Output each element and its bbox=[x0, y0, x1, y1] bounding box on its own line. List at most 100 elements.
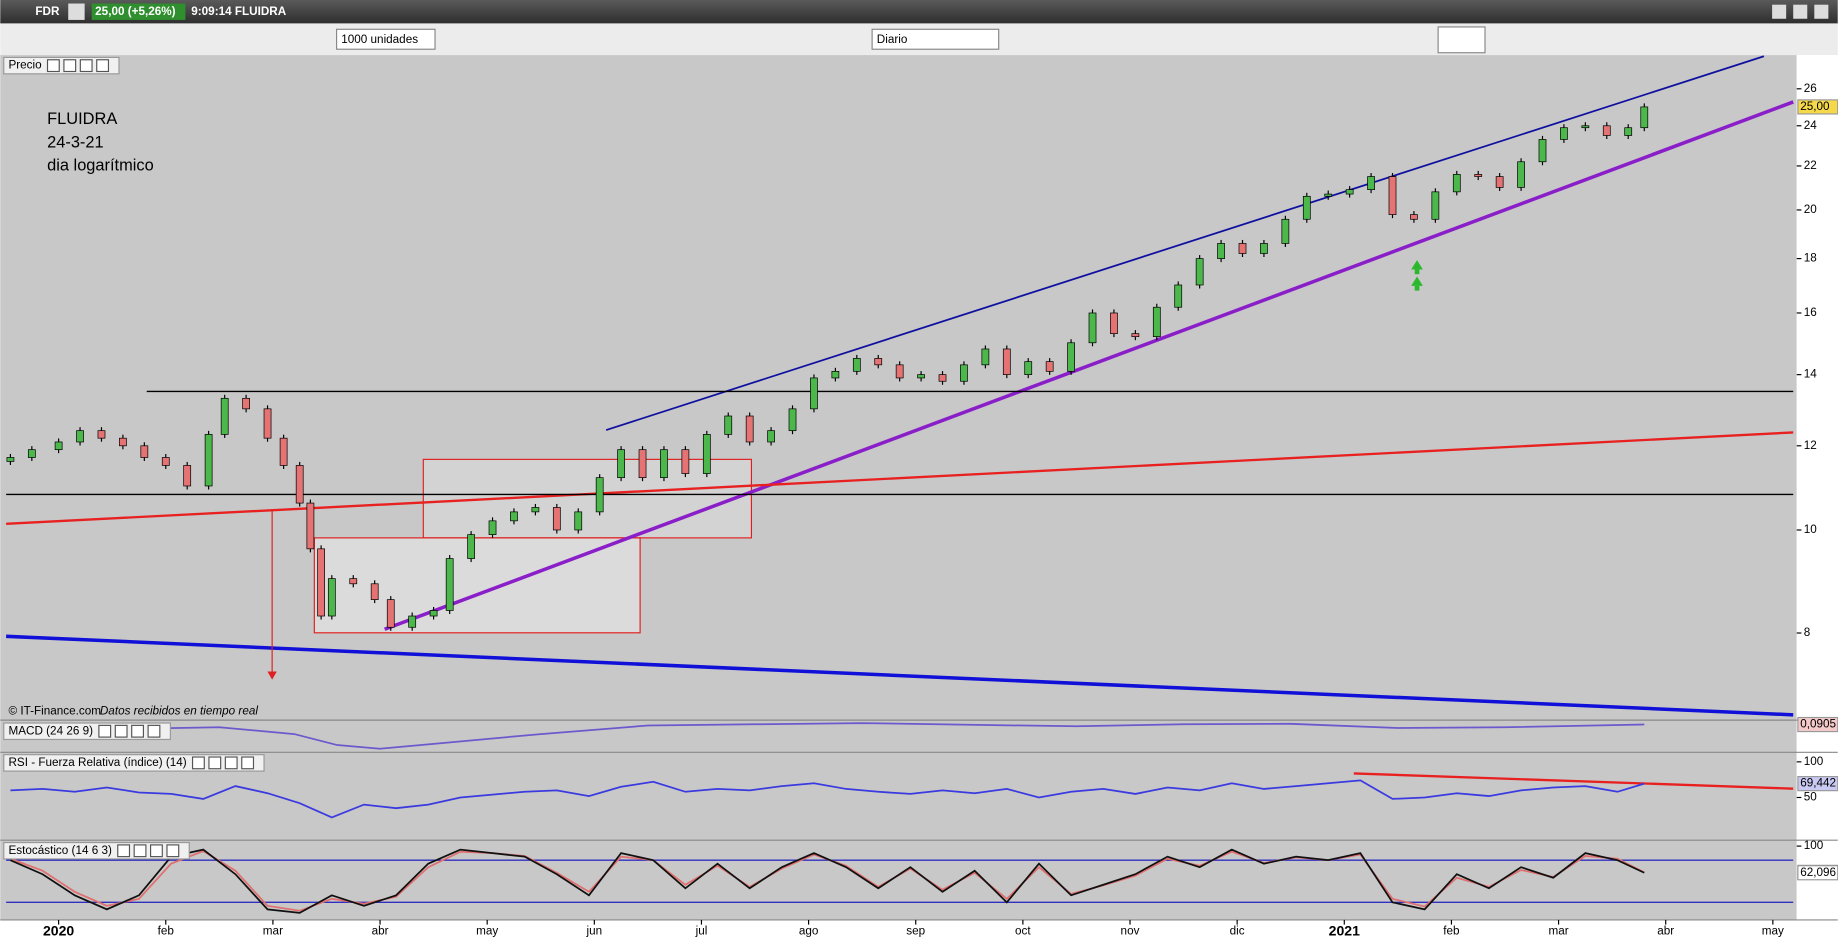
candle bbox=[27, 449, 36, 458]
candle bbox=[1345, 189, 1354, 195]
pane-title: MACD (24 26 9) bbox=[8, 724, 93, 737]
candle bbox=[1024, 361, 1033, 375]
x-tick-label: mar bbox=[1548, 925, 1568, 938]
pane-button[interactable] bbox=[191, 756, 205, 770]
x-tick-label: sep bbox=[906, 925, 925, 938]
x-tick-label: mar bbox=[263, 925, 283, 938]
candle bbox=[1260, 243, 1268, 254]
candle bbox=[510, 511, 518, 522]
pane-button[interactable] bbox=[208, 756, 222, 770]
candle bbox=[681, 449, 690, 474]
pane-header bbox=[3, 722, 171, 741]
series-line bbox=[10, 722, 1645, 750]
candle bbox=[370, 583, 379, 600]
candle bbox=[279, 437, 288, 466]
candle bbox=[1640, 106, 1649, 129]
candle bbox=[595, 477, 604, 513]
y-tick-label: 100 bbox=[1804, 755, 1824, 768]
candle bbox=[1602, 125, 1611, 136]
candle bbox=[204, 434, 213, 487]
chart-type-button[interactable] bbox=[1437, 26, 1486, 54]
units: 1000 unidades bbox=[341, 33, 418, 46]
candle bbox=[767, 430, 775, 443]
candle bbox=[1452, 174, 1461, 193]
candle bbox=[960, 364, 968, 382]
y-tick-label: 18 bbox=[1804, 252, 1817, 265]
x-tick-label: oct bbox=[1015, 925, 1031, 938]
candle bbox=[445, 558, 454, 611]
window-button[interactable] bbox=[1814, 4, 1829, 19]
candle bbox=[724, 415, 733, 435]
units-select[interactable] bbox=[336, 28, 436, 50]
pane-button[interactable] bbox=[131, 724, 145, 738]
x-tick-label: may bbox=[1762, 925, 1784, 938]
y-tick-label: 8 bbox=[1804, 626, 1811, 639]
annotation: dia logarítmico bbox=[47, 157, 154, 175]
x-tick-label: abr bbox=[1657, 925, 1674, 938]
candle bbox=[1110, 312, 1118, 334]
candle bbox=[1367, 176, 1375, 190]
pane-button[interactable] bbox=[166, 844, 180, 858]
candle bbox=[220, 397, 229, 435]
window-button[interactable] bbox=[1793, 4, 1808, 19]
candle bbox=[1581, 125, 1590, 129]
pane-button[interactable] bbox=[147, 724, 161, 738]
candle bbox=[810, 377, 818, 410]
candle bbox=[1152, 306, 1161, 338]
x-tick-label: nov bbox=[1121, 925, 1140, 938]
period: Diario bbox=[877, 33, 908, 46]
candle bbox=[1131, 333, 1140, 338]
y-tick-label: 20 bbox=[1804, 203, 1818, 216]
pane-button[interactable] bbox=[96, 59, 110, 73]
x-tick-label: abr bbox=[372, 925, 389, 938]
candle bbox=[981, 348, 990, 366]
candle bbox=[1495, 176, 1504, 188]
y-tick-label: 24 bbox=[1804, 119, 1818, 132]
candle bbox=[317, 548, 325, 617]
window-button[interactable] bbox=[1772, 4, 1787, 19]
pane-button[interactable] bbox=[149, 844, 163, 858]
candle bbox=[488, 520, 497, 535]
x-tick-label: may bbox=[476, 925, 498, 938]
last-value-label: 69,442 bbox=[1800, 777, 1836, 790]
pane-button[interactable] bbox=[63, 59, 77, 73]
drawings bbox=[6, 55, 1794, 790]
candle bbox=[242, 397, 250, 410]
candle bbox=[852, 358, 861, 372]
candle bbox=[263, 408, 272, 439]
pane-button[interactable] bbox=[224, 756, 238, 770]
candle bbox=[745, 415, 754, 443]
pane-button[interactable] bbox=[79, 59, 93, 73]
candle bbox=[306, 502, 315, 550]
candle bbox=[874, 358, 883, 366]
x-tick-label: jun bbox=[586, 925, 603, 938]
period-select[interactable] bbox=[871, 28, 1000, 50]
series-line bbox=[10, 779, 1645, 819]
y-tick-label: 14 bbox=[1804, 368, 1818, 381]
candle bbox=[1281, 218, 1290, 244]
candle bbox=[552, 507, 561, 531]
pane-button[interactable] bbox=[46, 59, 60, 73]
candle bbox=[386, 599, 395, 628]
candle bbox=[349, 578, 358, 585]
candle bbox=[1431, 191, 1440, 220]
x-tick-label: dic bbox=[1230, 925, 1245, 938]
pane-title: RSI - Fuerza Relativa (índice) (14) bbox=[8, 756, 186, 769]
pane-button[interactable] bbox=[98, 724, 112, 738]
candle bbox=[660, 449, 668, 479]
symbol[interactable]: FDR bbox=[35, 5, 60, 18]
quote: 25,00 (+5,26%) bbox=[95, 5, 175, 18]
pane-button[interactable] bbox=[114, 724, 128, 738]
pane-button[interactable] bbox=[133, 844, 147, 858]
candle bbox=[140, 445, 149, 458]
x-tick-label: ago bbox=[799, 925, 819, 938]
x-axis-strip bbox=[0, 919, 1838, 941]
x-tick-label: 2021 bbox=[1329, 922, 1360, 938]
info-button[interactable] bbox=[68, 3, 85, 20]
candle bbox=[1517, 161, 1525, 188]
last-value-label: 25,00 bbox=[1800, 100, 1830, 113]
pane-button[interactable] bbox=[241, 756, 255, 770]
pane-button[interactable] bbox=[117, 844, 131, 858]
title-bar bbox=[0, 0, 1838, 24]
